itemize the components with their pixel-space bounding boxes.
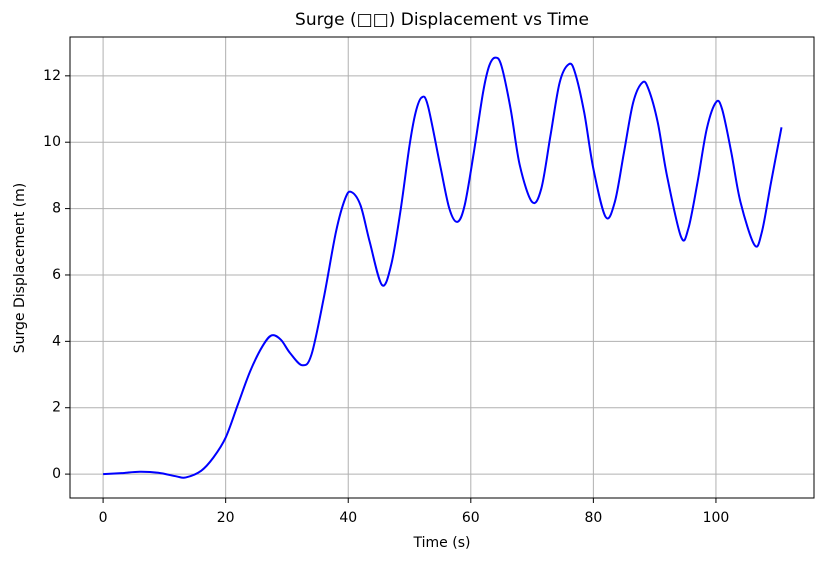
y-axis-label: Surge Displacement (m) [12,183,28,353]
y-tick-label: 12 [43,68,61,84]
x-tick-label: 20 [217,510,235,526]
data-line [103,56,783,479]
x-tick-label: 100 [703,510,730,526]
x-tick-label: 0 [99,510,108,526]
y-tick-label: 0 [52,466,61,482]
x-tick-label: 40 [339,510,357,526]
x-tick-label: 60 [462,510,480,526]
x-axis-label: Time (s) [413,535,471,551]
y-tick-label: 4 [52,333,61,349]
plot-frame [69,36,815,499]
y-tick-label: 6 [52,267,61,283]
y-tick-label: 10 [43,134,61,150]
chart-title: Surge (□□) Displacement vs Time [295,10,589,30]
y-tick-label: 2 [52,400,61,416]
y-tick-label: 8 [52,201,61,217]
x-tick-label: 80 [584,510,602,526]
